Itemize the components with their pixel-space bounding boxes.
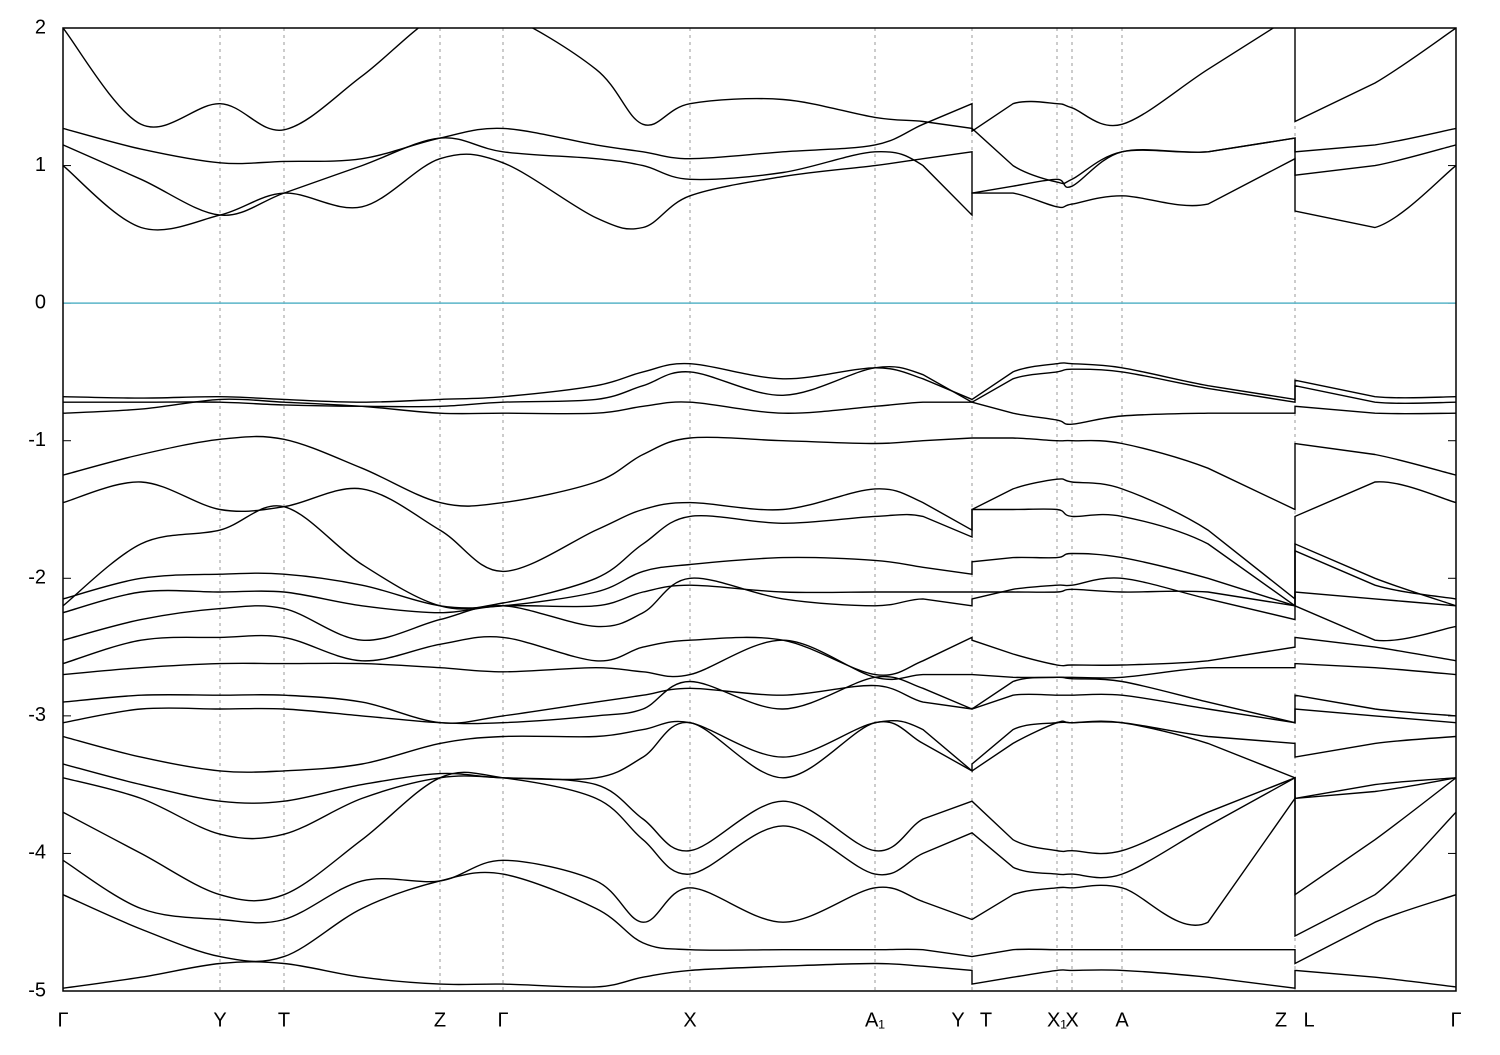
x-tick-label: Z: [434, 1009, 446, 1031]
band-line: [63, 577, 1456, 642]
y-tick-label: -4: [28, 842, 46, 864]
x-tick-label: Z: [1275, 1009, 1287, 1031]
y-tick-label: 2: [35, 16, 46, 38]
x-tick-label: X₁: [1047, 1009, 1067, 1031]
plot-frame: [62, 27, 1457, 992]
band-line: [63, 871, 1456, 965]
x-tick-label: X: [1065, 1009, 1078, 1031]
y-tick-label: 1: [35, 154, 46, 176]
band-line: [63, 675, 1456, 725]
x-tick-label: A: [1115, 1009, 1129, 1031]
band-line: [63, 796, 1456, 938]
band-line: [63, 362, 1456, 403]
x-tick-label: Y: [213, 1009, 226, 1031]
x-tick-label: T: [278, 1009, 290, 1031]
y-tick-label: 0: [35, 291, 46, 313]
band-line: [63, 137, 1456, 217]
y-tick-label: -1: [28, 429, 46, 451]
x-tick-label: Γ: [497, 1009, 508, 1031]
band-line: [63, 505, 1456, 610]
band-line: [63, 771, 1456, 902]
band-line: [63, 549, 1456, 609]
band-line: [63, 102, 1456, 185]
x-tick-label: Y: [951, 1009, 964, 1031]
band-line: [63, 478, 1456, 601]
band-line: [63, 639, 1456, 681]
band-line: [63, 720, 1456, 773]
x-tick-label: Γ: [57, 1009, 68, 1031]
bands-layer: [63, 28, 1456, 989]
x-tick-label: T: [980, 1009, 992, 1031]
band-line: [63, 365, 1456, 408]
band-line: [63, 584, 1456, 614]
band-line: [63, 150, 1456, 231]
band-line: [63, 775, 1456, 855]
y-tick-label: -2: [28, 567, 46, 589]
band-line: [63, 684, 1456, 724]
x-tick-label: X: [683, 1009, 696, 1031]
x-tick-label: L: [1303, 1009, 1314, 1031]
band-line: [63, 398, 1456, 425]
band-line: [63, 435, 1456, 511]
x-tick-label: A₁: [865, 1009, 885, 1031]
y-tick-label: -5: [28, 979, 46, 1001]
y-tick-label: -3: [28, 704, 46, 726]
band-line: [63, 720, 1456, 804]
band-line: [63, 28, 1456, 133]
x-tick-label: Γ: [1450, 1009, 1461, 1031]
band-line: [63, 634, 1456, 676]
band-line: [63, 961, 1456, 989]
